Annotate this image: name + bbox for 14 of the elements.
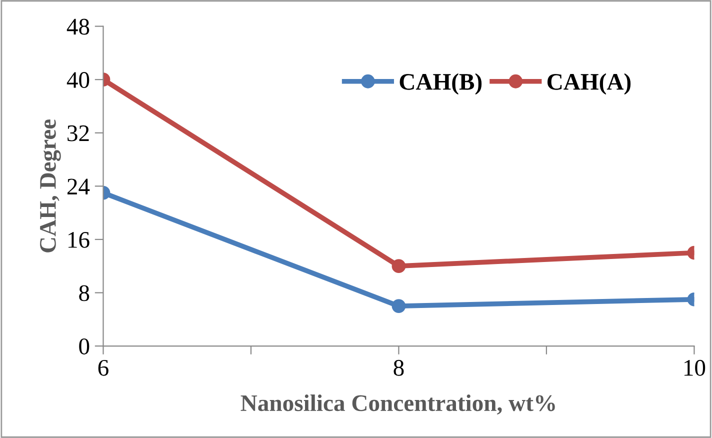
legend-label: CAH(A): [547, 73, 631, 95]
x-axis-title: Nanosilica Concentration, wt%: [240, 394, 555, 415]
y-tick-label: 32: [68, 125, 89, 142]
y-tick-label: 40: [66, 72, 90, 88]
y-tick-label: 0: [79, 338, 90, 354]
x-tick-label: 10: [684, 360, 706, 376]
y-tick-label: 16: [68, 232, 90, 248]
x-tick-label: 6: [98, 360, 108, 376]
legend-label: CAH(B): [400, 73, 482, 95]
y-axis-title: CAH, Degree: [40, 119, 61, 252]
x-tick-label: 8: [394, 360, 404, 376]
y-tick-label: 24: [67, 178, 90, 194]
y-tick-label: 48: [66, 18, 90, 35]
y-tick-label: 8: [79, 285, 90, 302]
